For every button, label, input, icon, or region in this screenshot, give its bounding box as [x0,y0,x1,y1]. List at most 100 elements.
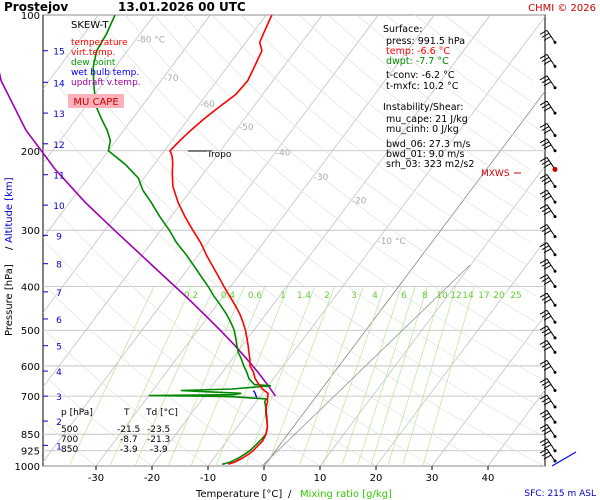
wind-barb-feather [539,378,548,383]
temperature-line [169,14,273,466]
isotherm-label: -80 °C [137,35,165,45]
instability-bwd-06: bwd_06: 27.3 m/s [386,139,471,150]
wind-barb-feather [541,227,550,233]
y-label-pressure: Pressure [hPa] [4,264,15,336]
dry-adiabat-line [124,14,543,353]
wind-barb-feather [539,100,548,106]
wind-barb-feather [541,177,550,182]
isotherm-line [375,240,546,467]
wind-barb-dot [553,420,557,424]
mixing-ratio-label: 1.4 [297,291,312,301]
isotherm-line [263,91,546,467]
mixing-ratio-line [322,286,385,467]
mixing-ratio-line [402,286,457,467]
sounding-profiles [0,14,277,466]
isotherm-label: -10 °C [377,237,405,247]
wind-barb-dot [553,184,557,188]
table-row-850-td: -3.9 [150,445,168,455]
legend-wet-bulb: wet bulb temp. [71,68,139,78]
wind-barb-feather [541,159,550,165]
mixing-ratio-line [109,286,192,467]
wind-barb-feather [539,123,548,128]
parcel-line [0,72,277,397]
wind-barb-feather [539,438,548,444]
y-label-altitude: Altitude [km] [4,177,15,243]
dry-adiabat-line [48,201,377,467]
isotherm-line [42,14,155,164]
wind-barb [539,378,557,392]
altitude-tick-label: 12 [53,141,64,151]
wind-barb-feather [539,53,548,59]
pressure-tick-label: 400 [21,283,40,294]
altitude-tick-label: 15 [53,48,64,58]
wind-barb [539,100,557,115]
isobar-lines [43,14,545,467]
mixing-ratio-label: 8 [422,291,428,301]
table-row-850-p: 850 [61,445,78,455]
sfc-label: SFC: 215 m ASL [524,489,596,499]
wind-barb [539,448,557,463]
wind-barb-feather [539,394,548,400]
temperature-tick-label: -20 [144,473,160,484]
mixing-ratio-line [356,286,416,467]
mixing-ratio-label: 25 [510,291,521,301]
pressure-tick-label: 100 [21,11,40,22]
legend-skewt: SKEW-T [71,20,109,31]
altitude-tick-label: 14 [53,79,65,89]
wind-barb-feather [541,381,550,386]
pressure-tick-label: 1000 [15,462,40,473]
wind-barb-feather [541,441,550,447]
wind-barb-dot [553,86,557,90]
mixing-ratio-line [190,286,266,467]
dry-adiabat-line [44,329,209,467]
dry-adiabat-line [356,14,538,152]
mu-cape-badge-bg [68,94,124,108]
legend-temperature: temperature [71,38,128,48]
wind-barb-feather [541,56,550,62]
altitude-tick-label: 10 [53,202,65,212]
wind-barb-feather [541,397,550,403]
wind-barb [539,359,557,374]
mixing-ratio-line [422,286,475,467]
wind-barb-feather [543,298,552,304]
reference-diagonal [261,264,471,467]
wind-barb-dot [553,200,557,204]
dry-adiabat-line [62,50,544,437]
isotherm-line [42,14,379,463]
temperature-tick-label: 40 [482,473,495,484]
dry-adiabat-line [46,242,321,467]
wind-barb-feather [539,359,548,365]
wind-barb-feather [543,210,552,216]
pressure-tick-label: 200 [21,147,40,158]
wind-barb [539,189,557,204]
wind-barb-feather [541,277,550,282]
temperature-tick-label: -30 [88,473,104,484]
temperature-tick-label: 10 [314,473,327,484]
wind-barb-feather [541,261,550,267]
wind-barb-feather [543,400,552,406]
wind-barb-dot [553,40,557,44]
wind-barb-feather [541,207,550,213]
instability-bwd-01: bwd_01: 9.0 m/s [386,149,464,160]
wind-barb-feather [539,174,548,179]
wind-barb-dot [553,449,557,453]
table-header-t: T [123,408,130,418]
instability-mu-cape: mu_cape: 21 J/kg [386,114,468,125]
isotherm-label: -40 [276,149,291,159]
wind-barb [539,424,557,438]
tropo-label: Tropo [206,150,232,160]
wind-barb-feather [541,32,550,38]
wind-barb-feather [541,192,550,198]
wind-barb [539,242,557,257]
wind-barb [539,75,557,90]
wind-barb-feather [543,264,552,270]
wind-barb-feather [539,242,548,248]
x-label-temperature: Temperature [°C] [195,489,282,500]
temperature-tick-label: 0 [261,473,267,484]
dry-adiabat-line [44,422,97,467]
wind-barb-feather [543,59,552,65]
wind-barb-feather [543,144,552,150]
wind-barb-dot [553,303,557,307]
